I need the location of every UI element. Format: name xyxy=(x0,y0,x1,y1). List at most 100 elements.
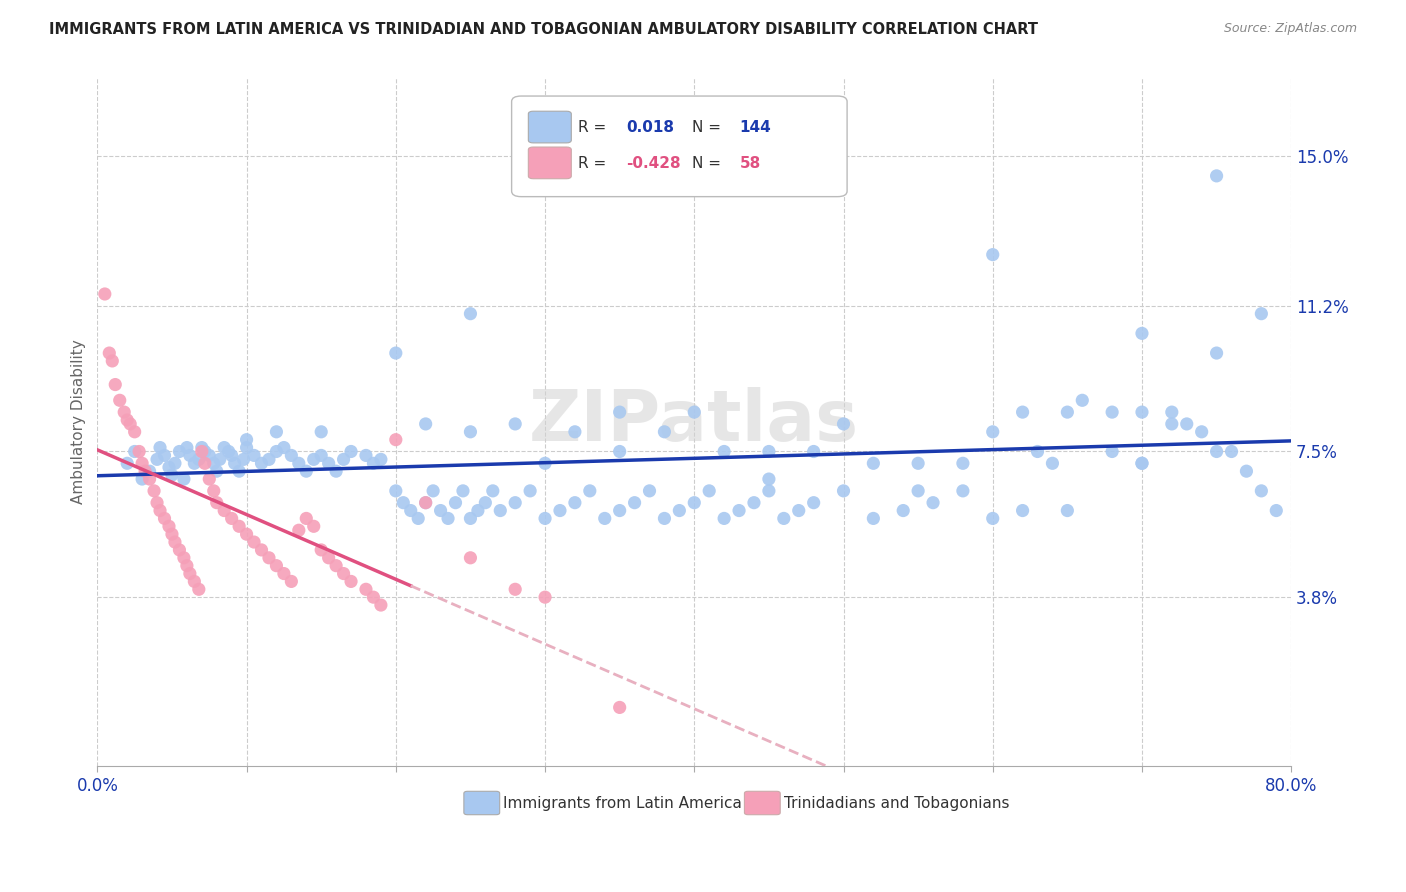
Point xyxy=(198,472,221,486)
Point xyxy=(1250,483,1272,498)
Point xyxy=(503,496,526,510)
Point xyxy=(194,444,217,458)
Point xyxy=(235,527,257,541)
Point xyxy=(266,558,288,573)
Point xyxy=(758,472,780,486)
Point xyxy=(173,472,195,486)
Point xyxy=(742,496,765,510)
Point xyxy=(325,558,347,573)
Point xyxy=(115,413,138,427)
Point xyxy=(224,456,246,470)
Point xyxy=(519,483,541,498)
Point xyxy=(309,449,332,463)
Point xyxy=(332,452,354,467)
Point xyxy=(503,417,526,431)
Point xyxy=(713,444,735,458)
Point xyxy=(1026,444,1049,458)
Point xyxy=(332,566,354,581)
Point xyxy=(179,449,201,463)
Point xyxy=(415,496,437,510)
Point xyxy=(218,444,240,458)
Point xyxy=(891,503,914,517)
Point xyxy=(104,377,127,392)
Point xyxy=(907,456,929,470)
Point xyxy=(153,449,176,463)
Point xyxy=(772,511,794,525)
Point xyxy=(623,496,645,510)
Point xyxy=(385,433,408,447)
Point xyxy=(363,590,385,604)
Point xyxy=(1205,444,1227,458)
Point xyxy=(108,393,131,408)
Point xyxy=(325,464,347,478)
Point xyxy=(668,503,690,517)
Point xyxy=(1236,464,1258,478)
Point xyxy=(235,433,257,447)
Point xyxy=(803,496,825,510)
Point xyxy=(422,483,444,498)
Point xyxy=(609,405,631,419)
Point xyxy=(952,456,974,470)
Point xyxy=(1250,307,1272,321)
Point xyxy=(451,483,474,498)
Point xyxy=(548,503,571,517)
Point xyxy=(273,441,295,455)
Point xyxy=(862,456,884,470)
Point xyxy=(94,287,117,301)
Point xyxy=(1160,417,1182,431)
Point xyxy=(683,405,706,419)
Point xyxy=(131,472,153,486)
Point xyxy=(191,441,214,455)
Point xyxy=(1175,417,1198,431)
Point xyxy=(609,444,631,458)
Point xyxy=(138,472,160,486)
Point xyxy=(399,503,422,517)
Point xyxy=(318,456,340,470)
Point xyxy=(1191,425,1213,439)
Point xyxy=(907,483,929,498)
Point xyxy=(309,425,332,439)
Point xyxy=(257,550,280,565)
Point xyxy=(228,464,250,478)
Point xyxy=(654,511,676,525)
Point xyxy=(489,503,512,517)
Point xyxy=(862,511,884,525)
Point xyxy=(1130,405,1153,419)
FancyBboxPatch shape xyxy=(744,791,780,814)
Text: Trinidadians and Tobagonians: Trinidadians and Tobagonians xyxy=(783,796,1010,811)
Point xyxy=(1101,405,1123,419)
Point xyxy=(212,503,235,517)
Point xyxy=(1265,503,1288,517)
Point xyxy=(593,511,616,525)
Point xyxy=(697,483,720,498)
Point xyxy=(981,425,1004,439)
Point xyxy=(482,483,505,498)
Point xyxy=(288,523,311,537)
Point xyxy=(149,441,172,455)
Point xyxy=(832,417,855,431)
Point xyxy=(534,590,557,604)
FancyBboxPatch shape xyxy=(529,147,571,178)
Point xyxy=(128,444,150,458)
Point xyxy=(460,511,482,525)
Y-axis label: Ambulatory Disability: Ambulatory Disability xyxy=(72,340,86,504)
Point xyxy=(758,444,780,458)
Point xyxy=(385,346,408,360)
Point xyxy=(1220,444,1243,458)
Point xyxy=(340,444,363,458)
Point xyxy=(288,456,311,470)
Point xyxy=(221,449,243,463)
Point xyxy=(191,444,214,458)
Point xyxy=(169,444,191,458)
Point xyxy=(981,511,1004,525)
Text: N =: N = xyxy=(692,120,721,136)
Point xyxy=(922,496,945,510)
Point xyxy=(1056,503,1078,517)
Point xyxy=(257,452,280,467)
Point xyxy=(415,496,437,510)
Point xyxy=(250,456,273,470)
Point xyxy=(460,307,482,321)
Point xyxy=(406,511,429,525)
Point xyxy=(302,519,325,533)
Point xyxy=(503,582,526,597)
